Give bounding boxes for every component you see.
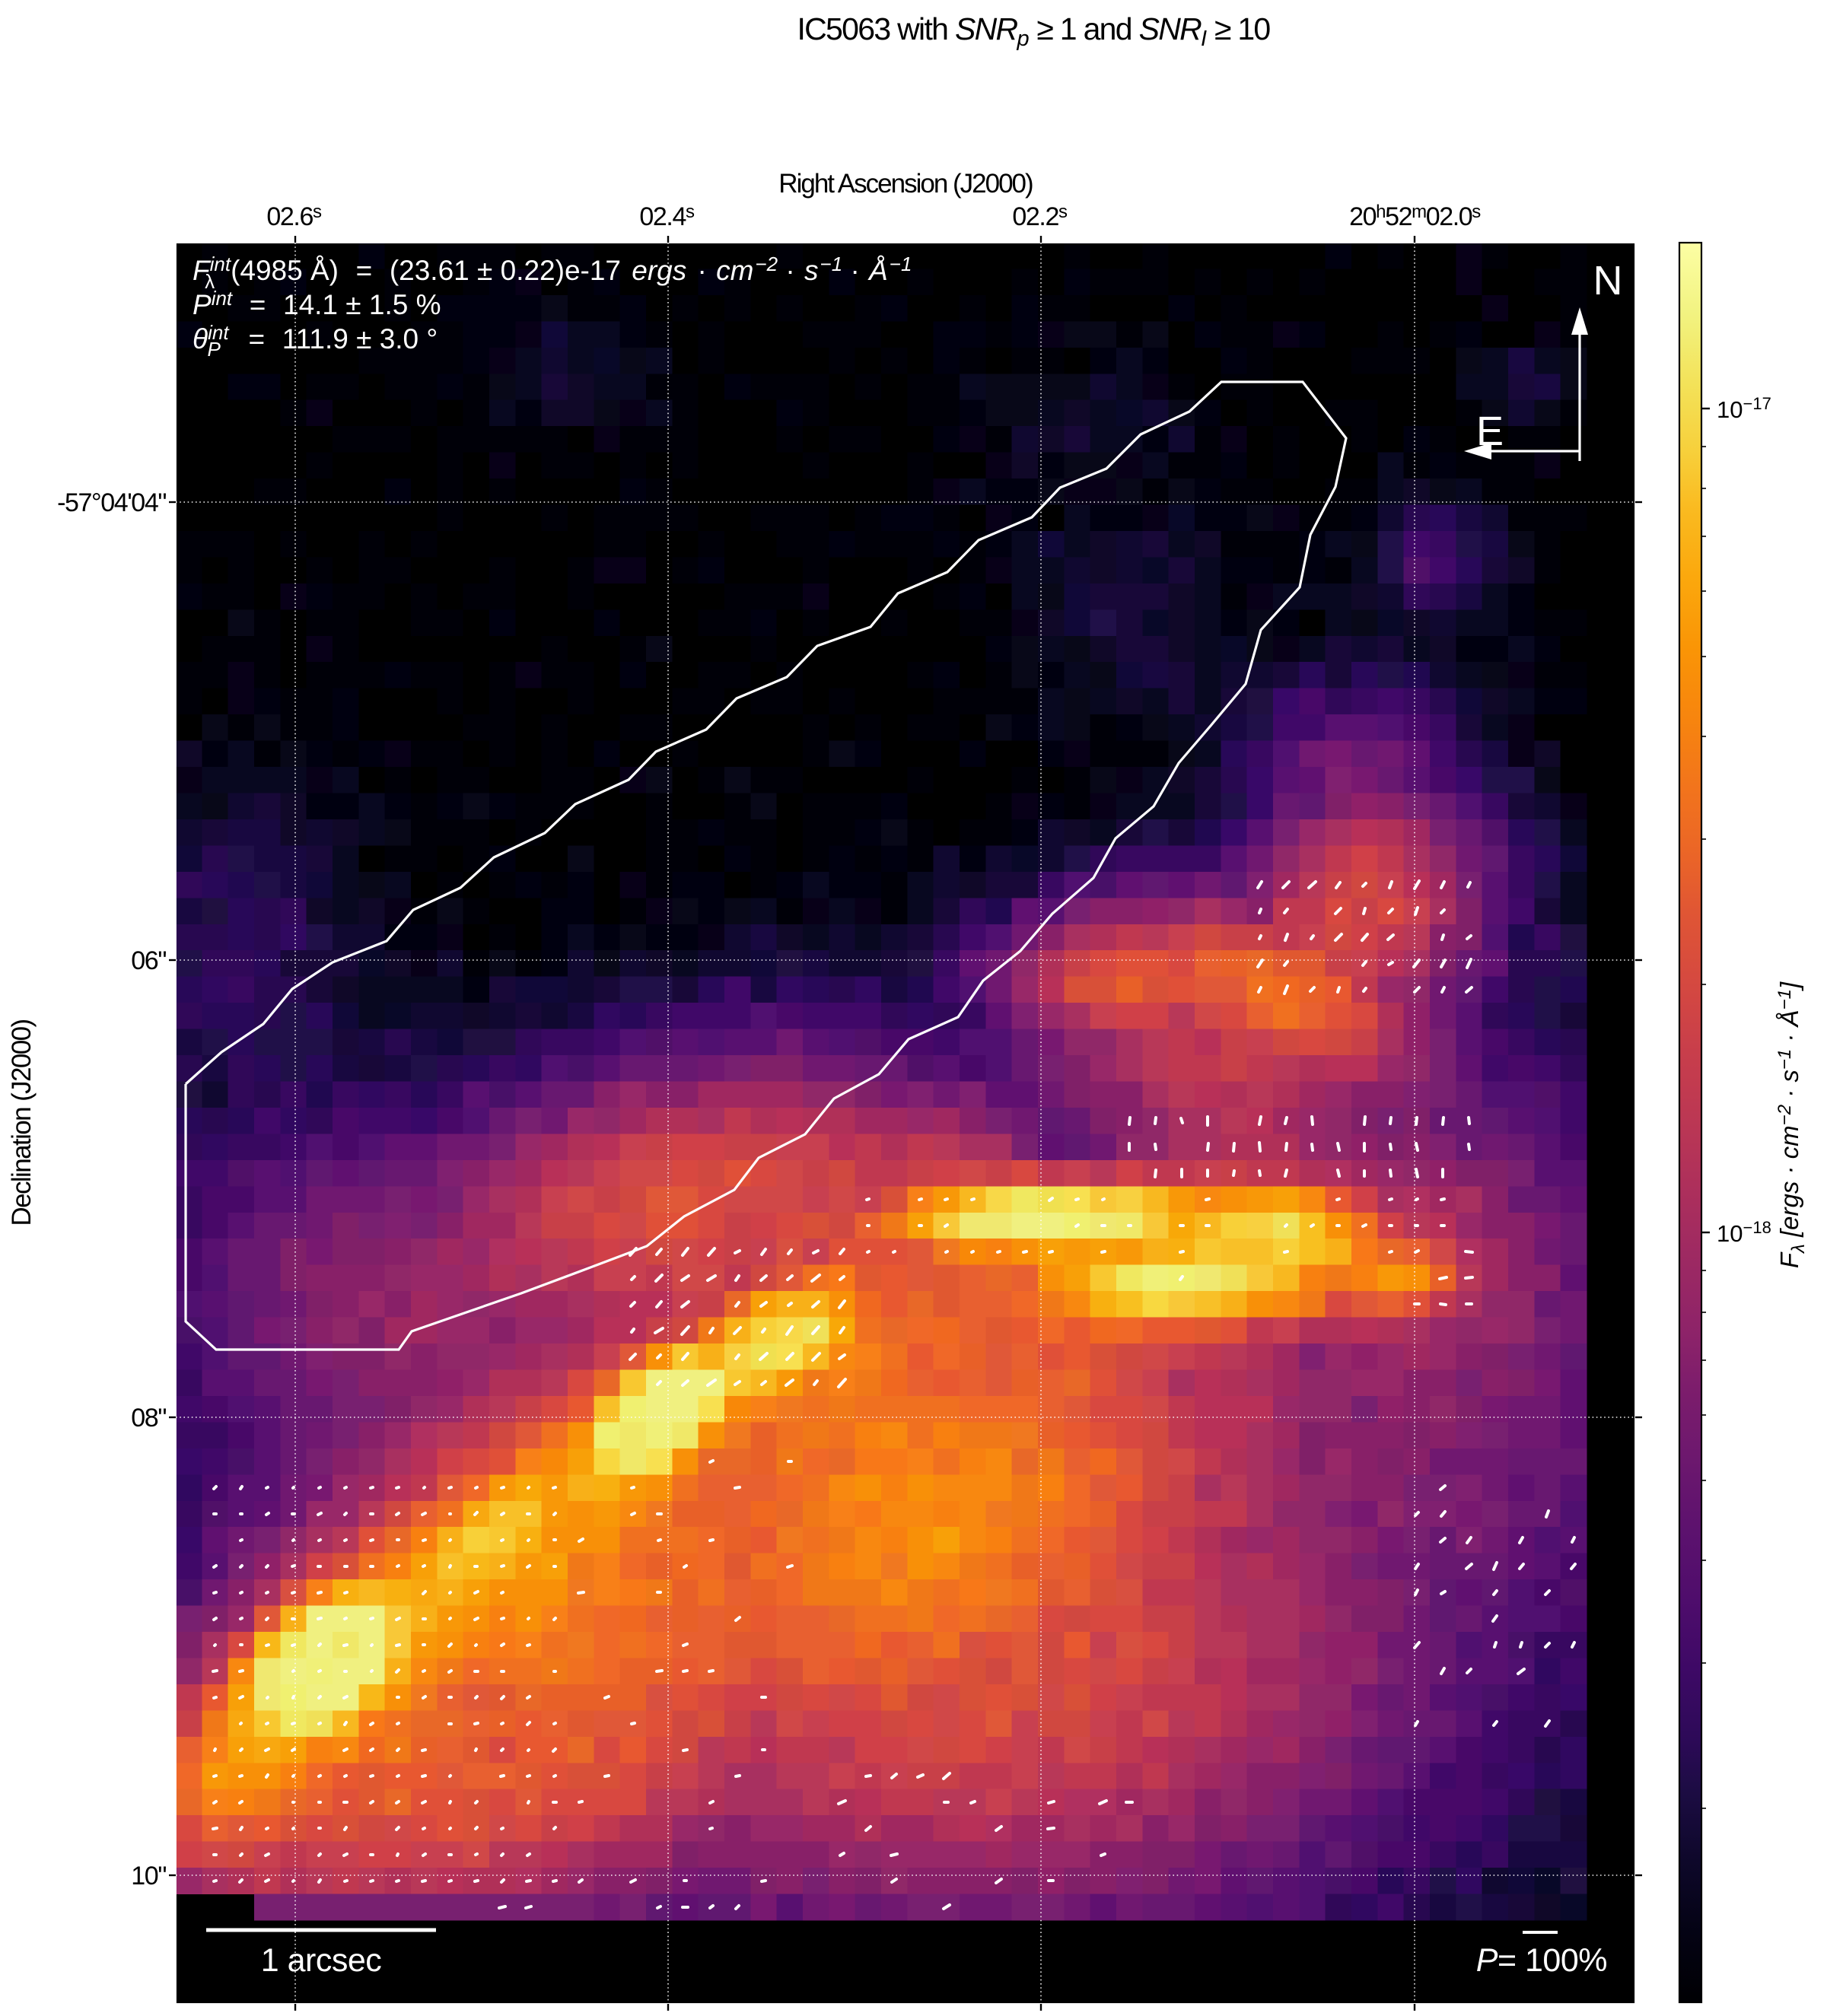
svg-text:06": 06" xyxy=(131,946,166,975)
svg-text:E: E xyxy=(1476,409,1504,454)
svg-text:Declination (J2000): Declination (J2000) xyxy=(7,1019,37,1226)
svg-text:IC5063 with SNRp ≥ 1 and SNRI: IC5063 with SNRp ≥ 1 and SNRI ≥ 10 xyxy=(797,11,1270,51)
svg-text:P= 100%: P= 100% xyxy=(1476,1942,1607,1979)
svg-text:1 arcsec: 1 arcsec xyxy=(261,1942,382,1979)
svg-text:Pint = 14.1 ± 1.5 %: Pint = 14.1 ± 1.5 % xyxy=(193,287,441,320)
svg-text:02.4s: 02.4s xyxy=(639,202,695,231)
svg-text:Right Ascension (J2000): Right Ascension (J2000) xyxy=(778,169,1033,199)
svg-text:08": 08" xyxy=(131,1404,166,1433)
svg-text:-57°04'04": -57°04'04" xyxy=(57,488,166,517)
svg-text:N: N xyxy=(1593,258,1623,304)
svg-text:10": 10" xyxy=(131,1862,166,1890)
